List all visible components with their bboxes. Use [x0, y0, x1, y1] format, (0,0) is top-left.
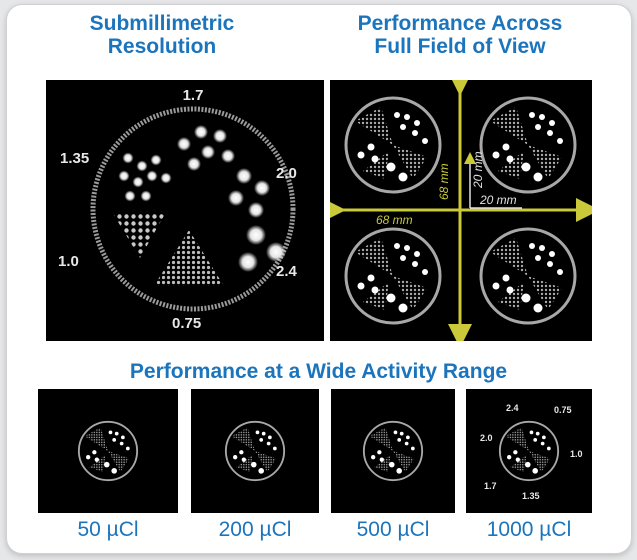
resolution-title-line1: Submillimetric: [89, 12, 235, 35]
res-label-2-0: 2.0: [276, 165, 297, 182]
act-label-1-35: 1.35: [522, 491, 540, 501]
res-label-1-7: 1.7: [183, 87, 204, 104]
fov-label-20-horizontal: 20 mm: [479, 193, 517, 207]
activity-label-200: 200 µCl: [218, 518, 292, 541]
activity-image-1000: 2.4 0.75 2.0 1.0 1.7 1.35: [466, 389, 592, 513]
activity-label-1000: 1000 µCl: [486, 518, 572, 541]
act-label-0-75: 0.75: [554, 405, 572, 415]
resolution-title-line2: Resolution: [107, 35, 217, 58]
res-label-2-4: 2.4: [276, 263, 298, 280]
activity-title: Performance at a Wide Activity Range: [129, 360, 508, 383]
act-label-1-7: 1.7: [484, 481, 497, 491]
activity-label-50: 50 µCl: [77, 518, 139, 541]
act-label-2-4: 2.4: [506, 403, 519, 413]
fov-title-line2: Full Field of View: [374, 35, 546, 58]
activity-label-500: 500 µCl: [356, 518, 430, 541]
res-label-0-75: 0.75: [172, 315, 201, 332]
activity-image-200: [191, 389, 319, 513]
fov-phantom-image: 68 mm 68 mm 20 mm 20 mm: [330, 80, 592, 341]
fov-title-line1: Performance Across: [357, 12, 563, 35]
res-label-1-0: 1.0: [58, 253, 79, 270]
fov-label-68-horizontal: 68 mm: [376, 213, 413, 227]
act-label-2-0: 2.0: [480, 433, 493, 443]
fov-label-20-vertical: 20 mm: [471, 151, 485, 189]
fov-title: Performance Across Full Field of View: [335, 12, 585, 58]
resolution-phantom-image: 1.7 1.35 2.0 1.0 2.4 0.75: [46, 80, 324, 341]
activity-image-500: [331, 389, 455, 513]
activity-image-50: [38, 389, 178, 513]
fov-label-68-vertical: 68 mm: [437, 163, 451, 200]
act-label-1-0: 1.0: [570, 449, 583, 459]
res-label-1-35: 1.35: [60, 150, 89, 167]
resolution-title: Submillimetric Resolution: [47, 12, 277, 58]
